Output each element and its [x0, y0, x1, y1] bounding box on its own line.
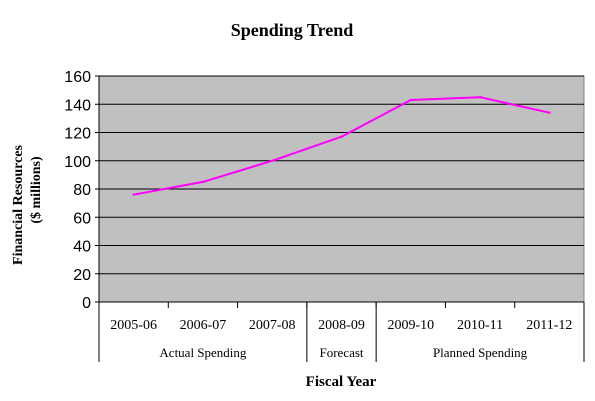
data-point — [132, 193, 135, 196]
data-point — [409, 98, 412, 102]
y-tick-label: 40 — [73, 239, 91, 256]
y-tick-label: 120 — [64, 126, 91, 143]
x-category-label: 2011-12 — [526, 318, 572, 333]
y-tick-label: 100 — [64, 154, 91, 171]
y-tick-label: 0 — [82, 295, 91, 312]
chart-title: Spending Trend — [231, 20, 354, 40]
group-label: Forecast — [319, 345, 363, 360]
group-label: Actual Spending — [159, 345, 247, 360]
data-point — [548, 111, 551, 114]
x-category-label: 2005-06 — [110, 318, 157, 333]
y-axis-ticks: 0 20 40 60 80 100 120 140 160 — [64, 69, 99, 312]
x-axis-categories: 2005-06 2006-07 2007-08 2008-09 2009-10 2010-… — [98, 302, 585, 333]
x-axis-title: Fiscal Year — [306, 374, 377, 390]
x-axis-groups: Actual Spending Forecast Planned Spending — [98, 302, 585, 362]
y-tick-label: 20 — [73, 267, 91, 284]
y-tick-label: 160 — [64, 69, 91, 86]
y-tick-label: 80 — [73, 182, 91, 199]
x-category-label: 2008-09 — [318, 318, 365, 333]
data-point — [271, 159, 274, 162]
y-tick-label: 60 — [73, 210, 91, 227]
x-category-label: 2006-07 — [180, 318, 227, 333]
x-category-label: 2010-11 — [457, 318, 503, 333]
x-category-label: 2007-08 — [249, 318, 296, 333]
gridlines — [99, 75, 584, 275]
y-axis-title-line-2: ($ millions) — [29, 156, 44, 224]
data-point — [201, 180, 205, 184]
y-axis-title-line-1: Financial Resources — [11, 144, 26, 264]
x-category-label: 2009-10 — [387, 318, 434, 333]
data-point — [340, 135, 343, 138]
series-layer — [132, 95, 551, 196]
group-label: Planned Spending — [433, 345, 528, 360]
y-tick-label: 140 — [64, 97, 91, 114]
data-point — [478, 95, 482, 99]
